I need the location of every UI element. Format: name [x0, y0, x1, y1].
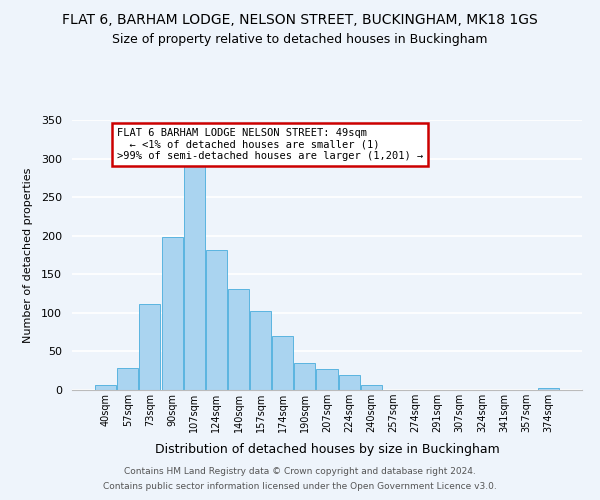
- X-axis label: Distribution of detached houses by size in Buckingham: Distribution of detached houses by size …: [155, 444, 499, 456]
- Bar: [295, 363, 316, 390]
- Bar: [228, 289, 249, 390]
- Bar: [139, 304, 160, 390]
- Text: FLAT 6 BARHAM LODGE NELSON STREET: 49sqm
  ← <1% of detached houses are smaller : FLAT 6 BARHAM LODGE NELSON STREET: 49sqm…: [117, 128, 423, 161]
- Bar: [206, 250, 227, 390]
- Bar: [272, 336, 293, 390]
- Bar: [118, 368, 139, 390]
- Bar: [338, 374, 359, 390]
- Bar: [538, 388, 559, 390]
- Bar: [250, 312, 271, 390]
- Bar: [316, 369, 338, 390]
- Text: Contains HM Land Registry data © Crown copyright and database right 2024.: Contains HM Land Registry data © Crown c…: [124, 467, 476, 476]
- Text: FLAT 6, BARHAM LODGE, NELSON STREET, BUCKINGHAM, MK18 1GS: FLAT 6, BARHAM LODGE, NELSON STREET, BUC…: [62, 12, 538, 26]
- Bar: [184, 164, 205, 390]
- Bar: [161, 238, 182, 390]
- Bar: [361, 386, 382, 390]
- Y-axis label: Number of detached properties: Number of detached properties: [23, 168, 33, 342]
- Text: Contains public sector information licensed under the Open Government Licence v3: Contains public sector information licen…: [103, 482, 497, 491]
- Text: Size of property relative to detached houses in Buckingham: Size of property relative to detached ho…: [112, 32, 488, 46]
- Bar: [95, 386, 116, 390]
